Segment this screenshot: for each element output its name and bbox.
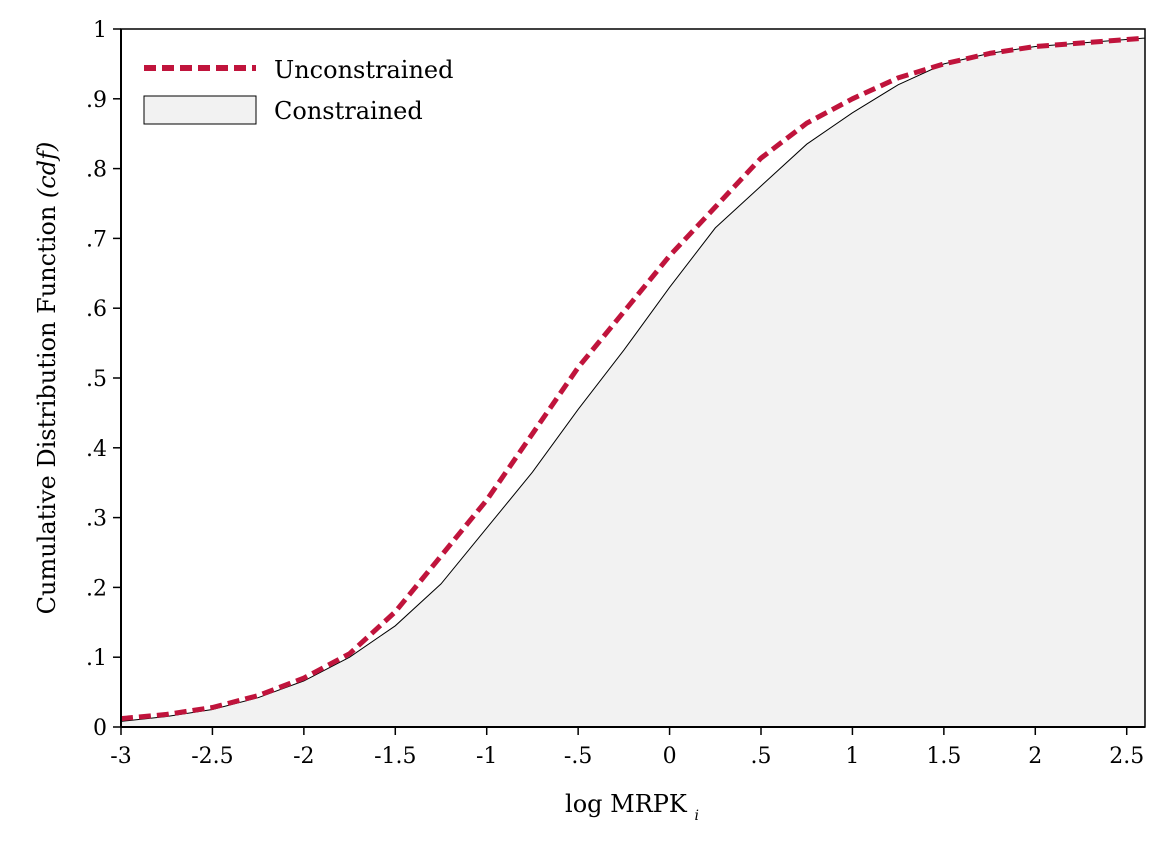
y-axis-title-main: Cumulative Distribution Function — [33, 206, 61, 615]
y-tick-label: .9 — [86, 88, 107, 113]
y-tick-label: .2 — [86, 576, 107, 601]
x-tick-label: -.5 — [564, 744, 592, 769]
y-tick-label: 0 — [93, 716, 107, 741]
legend-label-constrained: Constrained — [274, 97, 423, 125]
y-axis-title: Cumulative Distribution Function (cdf) — [33, 142, 61, 615]
series-unconstrained-line — [120, 35, 1146, 722]
legend: Unconstrained Constrained — [143, 56, 453, 125]
x-tick-label: 0 — [663, 744, 677, 769]
x-tick-label: -1.5 — [374, 744, 416, 769]
y-tick-label: .5 — [86, 367, 107, 392]
x-tick-label: 1 — [845, 744, 859, 769]
axes: 0 .1 .2 .3 .4 .5 .6 .7 .8 .9 1 -3 -2.5 -2 -1.5 -1 -.5 0 .5… — [86, 18, 1146, 769]
y-tick-label: .8 — [86, 158, 107, 183]
x-axis-title-subscript: i — [695, 808, 699, 824]
x-tick-label: -2 — [293, 744, 314, 769]
y-tick-label: 1 — [93, 18, 107, 43]
y-tick-label: .6 — [86, 297, 107, 322]
x-tick-label: 2.5 — [1109, 744, 1144, 769]
x-tick-label: -2.5 — [191, 744, 233, 769]
x-tick-label: 2 — [1028, 744, 1042, 769]
legend-label-unconstrained: Unconstrained — [274, 56, 453, 84]
y-tick-label: .7 — [86, 227, 107, 252]
x-axis-title: log MRPK i — [565, 790, 699, 824]
series-constrained-area — [121, 38, 1145, 728]
legend-swatch-constrained — [143, 95, 257, 125]
x-tick-label: -3 — [110, 744, 131, 769]
x-tick-label: 1.5 — [926, 744, 961, 769]
y-tick-label: .1 — [86, 646, 107, 671]
y-tick-label: .3 — [86, 507, 107, 532]
y-tick-label: .4 — [86, 437, 107, 462]
x-tick-label: -1 — [476, 744, 497, 769]
y-axis-title-suffix: (cdf) — [33, 142, 61, 198]
x-tick-label: .5 — [751, 744, 772, 769]
x-axis-title-main: log MRPK — [565, 790, 688, 818]
plot-area — [120, 35, 1146, 728]
